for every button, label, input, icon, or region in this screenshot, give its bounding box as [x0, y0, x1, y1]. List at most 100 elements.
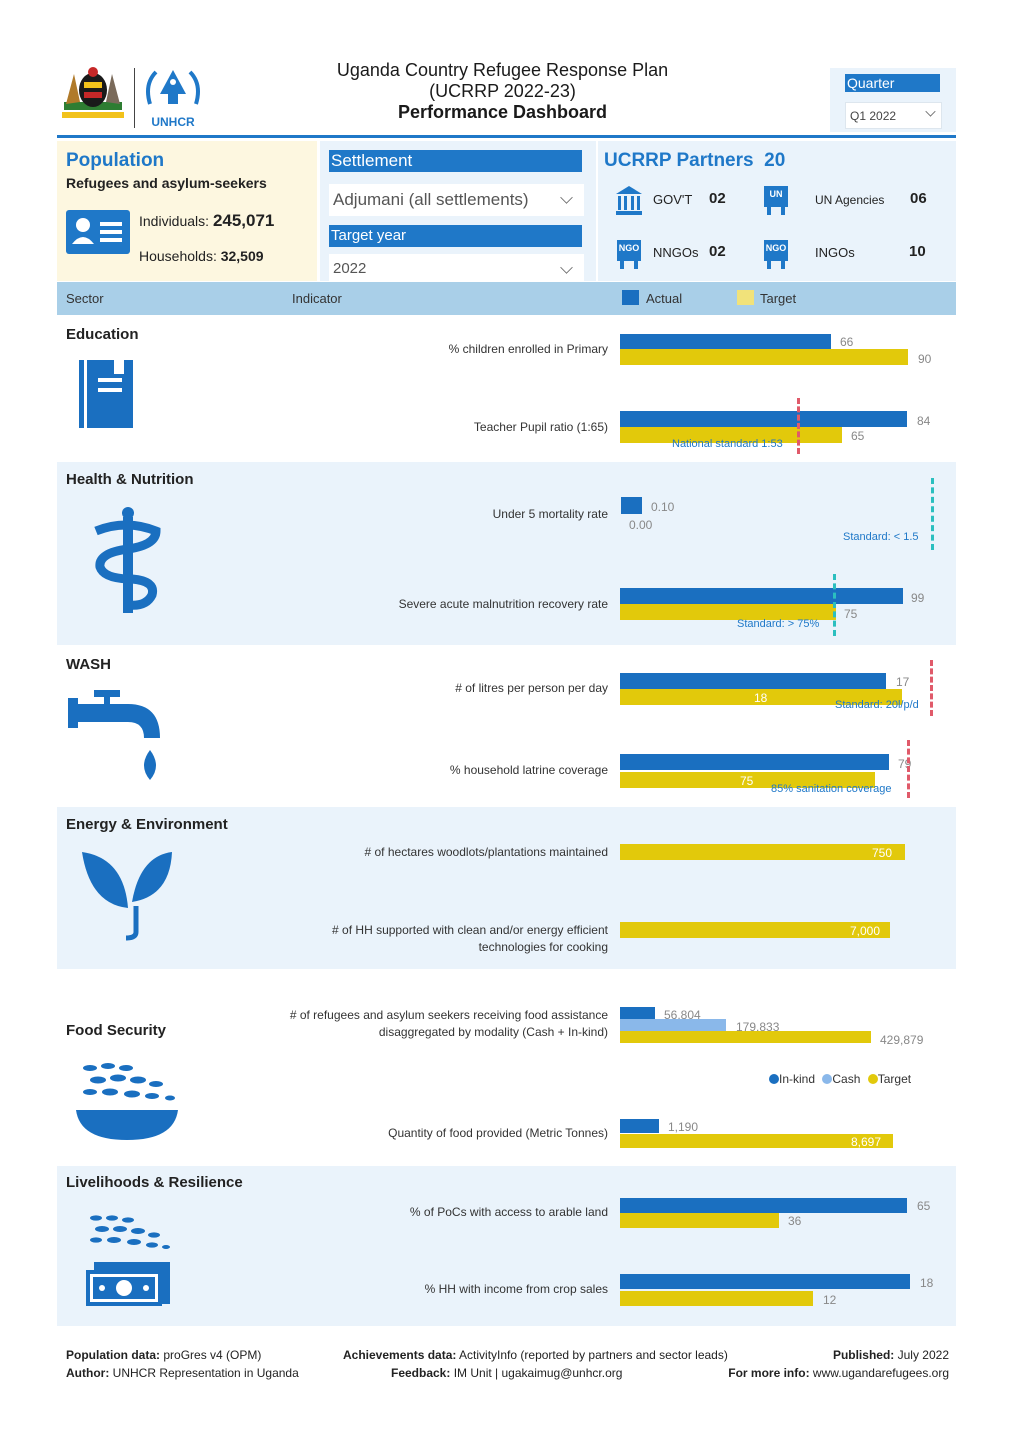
- quarter-label: Quarter: [845, 74, 940, 92]
- indicator-label: # of refugees and asylum seekers receivi…: [290, 1007, 608, 1041]
- target-year-dropdown-value: 2022: [333, 260, 367, 277]
- legend-inkind-dot: [769, 1074, 779, 1084]
- indicator-label: Severe acute malnutrition recovery rate: [398, 597, 608, 611]
- indicator-label: # of hectares woodlots/plantations maint…: [364, 845, 609, 859]
- target-value: 65: [851, 429, 865, 443]
- target-bar: [620, 922, 890, 938]
- uganda-coat-of-arms-logo: [60, 64, 126, 128]
- grain-cash-icon: [84, 1212, 174, 1308]
- footer-feedback-value[interactable]: IM Unit | ugakaimug@unhcr.org: [453, 1366, 623, 1380]
- settlement-dropdown[interactable]: Adjumani (all settlements): [329, 184, 584, 216]
- cash-value: 179,833: [736, 1020, 780, 1034]
- footer-achievements-label: Achievements data:: [343, 1348, 457, 1362]
- footer-author-value: UNHCR Representation in Uganda: [112, 1366, 299, 1380]
- column-header-sector: Sector: [66, 291, 104, 306]
- actual-bar: [621, 497, 642, 514]
- actual-value: 1,190: [668, 1120, 699, 1134]
- standard-line: [833, 574, 836, 636]
- population-heading: Population: [66, 150, 165, 171]
- partners-heading-label: UCRRP Partners: [604, 150, 754, 171]
- individuals-stat: Individuals: 245,071: [139, 211, 274, 231]
- standard-line: [907, 740, 910, 798]
- un-agencies-icon: UN: [762, 184, 790, 216]
- inkind-bar: [620, 1007, 655, 1019]
- target-value: 36: [788, 1214, 802, 1228]
- target-bar: [620, 844, 905, 860]
- wash-title: WASH: [66, 656, 111, 673]
- partner-un-label: UN Agencies: [815, 193, 885, 207]
- partner-govt-label: GOV'T: [653, 192, 693, 207]
- footer-population-data: Population data: proGres v4 (OPM): [66, 1348, 261, 1362]
- indicator-label: % household latrine coverage: [449, 763, 608, 777]
- footer-author: Author: UNHCR Representation in Uganda: [66, 1366, 299, 1380]
- government-building-icon: [615, 184, 643, 216]
- quarter-dropdown[interactable]: Q1 2022: [845, 102, 942, 129]
- legend-actual-swatch: [622, 290, 639, 305]
- standard-line: [797, 398, 800, 454]
- footer-more-info-link[interactable]: www.ugandarefugees.org: [812, 1366, 949, 1380]
- households-value: 32,509: [220, 248, 264, 264]
- indicator-label: Quantity of food provided (Metric Tonnes…: [388, 1126, 608, 1140]
- header-divider: [57, 135, 956, 138]
- legend-inkind-label: In-kind: [779, 1072, 816, 1086]
- standard-label: Standard: 20l/p/d: [835, 699, 919, 711]
- footer-author-label: Author:: [66, 1366, 110, 1380]
- livelihoods-title: Livelihoods & Resilience: [66, 1174, 243, 1191]
- target-bar: [620, 1213, 779, 1228]
- footer-feedback: Feedback: IM Unit | ugakaimug@unhcr.org: [391, 1366, 622, 1380]
- plant-sprout-icon: [80, 848, 176, 942]
- legend-cash-dot: [822, 1074, 833, 1084]
- logo-divider: [134, 68, 135, 128]
- inkind-value: 56,804: [664, 1008, 701, 1022]
- actual-bar: [620, 1198, 907, 1213]
- ingo-badge: NGO: [765, 243, 787, 253]
- legend-target-dot: [867, 1074, 878, 1084]
- partners-total: 20: [764, 150, 786, 171]
- actual-bar: [620, 411, 907, 427]
- indicator-label-line1: # of refugees and asylum seekers receivi…: [289, 1008, 608, 1022]
- settlement-dropdown-value: Adjumani (all settlements): [333, 190, 529, 209]
- food-legend: In-kind Cash Target: [769, 1072, 911, 1086]
- legend-inkind: In-kind: [769, 1072, 815, 1086]
- target-value: 75: [740, 774, 754, 788]
- households-label: Households:: [139, 248, 217, 264]
- indicator-label: Under 5 mortality rate: [492, 507, 608, 521]
- target-value: 75: [844, 607, 858, 621]
- column-header-indicator: Indicator: [292, 291, 342, 306]
- actual-value: 18: [920, 1276, 934, 1290]
- indicator-label: # of HH supported with clean and/or ener…: [332, 922, 608, 956]
- standard-label: Standard: > 75%: [737, 618, 820, 630]
- footer-achievements-value: ActivityInfo (reported by partners and s…: [459, 1348, 728, 1362]
- actual-value: 66: [840, 335, 854, 349]
- indicator-label: # of litres per person per day: [455, 681, 608, 695]
- partners-heading: UCRRP Partners 20: [604, 150, 785, 172]
- standard-line: [931, 478, 934, 550]
- target-value: 0.00: [629, 518, 653, 532]
- partner-nngo-value: 02: [709, 243, 726, 260]
- individuals-label: Individuals:: [139, 213, 210, 229]
- energy-title: Energy & Environment: [66, 816, 228, 833]
- indicator-label: Teacher Pupil ratio (1:65): [473, 420, 608, 434]
- target-value: 8,697: [851, 1135, 882, 1149]
- dashboard-title: Performance Dashboard: [397, 102, 608, 122]
- actual-bar: [620, 334, 831, 350]
- footer-published: Published: July 2022: [833, 1348, 949, 1362]
- population-subheading: Refugees and asylum-seekers: [66, 175, 267, 191]
- chevron-down-icon: [560, 261, 573, 274]
- energy-section: [57, 807, 956, 969]
- indicator-label: % HH with income from crop sales: [424, 1282, 608, 1296]
- target-year-dropdown[interactable]: 2022: [329, 254, 584, 282]
- chevron-down-icon: [925, 106, 936, 117]
- actual-value: 17: [896, 675, 910, 689]
- actual-value: 84: [917, 414, 931, 428]
- partner-govt-value: 02: [709, 190, 726, 207]
- quarter-dropdown-value: Q1 2022: [850, 109, 897, 123]
- target-bar: [620, 1134, 893, 1148]
- footer-achievements-data: Achievements data: ActivityInfo (reporte…: [343, 1348, 728, 1362]
- target-bar: [620, 689, 902, 705]
- footer-published-label: Published:: [832, 1348, 895, 1362]
- indicator-label-line1: # of HH supported with clean and/or ener…: [332, 923, 608, 937]
- target-value: 429,879: [880, 1033, 924, 1047]
- legend-target: Target: [867, 1072, 911, 1086]
- actual-bar: [620, 588, 903, 604]
